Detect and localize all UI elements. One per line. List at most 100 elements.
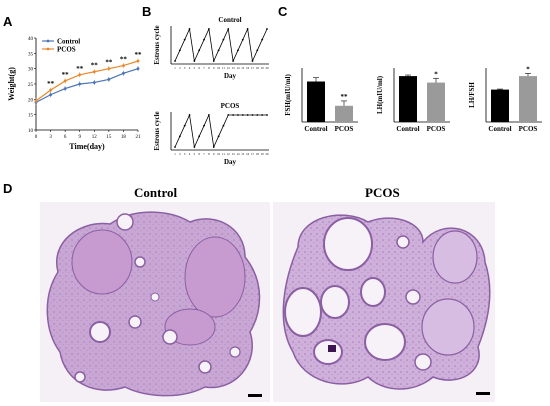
estrous-control-x-tick-label: 6: [198, 66, 200, 70]
estrous-control-point: [188, 28, 191, 30]
estrous-pcos-point: [174, 146, 176, 148]
weight-significance-mark: **: [120, 56, 128, 64]
estrous-control-title: Control: [218, 16, 241, 24]
estrous-pcos-title: PCOS: [221, 102, 240, 110]
estrous-control-x-tick-label: 12: [227, 66, 231, 70]
estrous-pcos-x-tick-label: 7: [203, 152, 205, 156]
estrous-control-point: [203, 38, 205, 41]
estrous-control-y-axis-label: Estrous cycle: [153, 25, 161, 64]
estrous-pcos-x-tick-label: 11: [222, 152, 225, 156]
estrous-pcos-y-axis-label: Estrous cycle: [153, 111, 161, 150]
lh-bar-chart: LH(mIU/ml) Control PCOS *: [376, 68, 450, 133]
weight-series-pcos-line: [35, 60, 139, 102]
estrous-pcos-point: [217, 135, 220, 138]
lh-y-axis-label: LH(mIU/ml): [376, 75, 384, 114]
weight-x-tick-label: 6: [64, 135, 67, 140]
estrous-control-point: [222, 38, 225, 41]
weight-legend-marker: [46, 47, 50, 51]
estrous-pcos-point: [203, 124, 205, 127]
estrous-control-point: [232, 60, 235, 62]
panel-label-a: A: [3, 14, 13, 29]
estrous-pcos-x-tick-label: 18: [256, 152, 260, 156]
estrous-control-x-axis-label: Day: [224, 72, 237, 80]
weight-chart: 10 15 20 25 30 35 40 0 3 6 9 12 15 18 21 Time(day) Weigh…: [7, 37, 143, 151]
estrous-pcos-point: [251, 114, 254, 116]
weight-legend-label: PCOS: [57, 46, 76, 54]
estrous-control-x-tick-label: 5: [194, 66, 196, 70]
fsh-y-axis-label: FSH(mIU/ml): [284, 74, 292, 116]
estrous-control-x-tick-label: 3: [184, 66, 186, 70]
weight-x-tick-label: 9: [78, 135, 81, 140]
control-scale-bar: [248, 394, 262, 397]
estrous-pcos-point: [178, 135, 181, 138]
estrous-control-x-tick-label: 15: [241, 66, 245, 70]
estrous-pcos-x-tick-label: 14: [236, 152, 240, 156]
weight-significance-mark: **: [135, 51, 143, 59]
estrous-pcos-point: [237, 114, 239, 116]
estrous-control-point: [241, 38, 244, 41]
estrous-pcos-x-tick-label: 17: [251, 152, 255, 156]
estrous-pcos-x-tick-label: 16: [246, 152, 250, 156]
weight-y-tick-label: 35: [28, 52, 34, 57]
fsh-significance-mark: **: [341, 93, 349, 101]
weight-y-tick-label: 15: [28, 114, 34, 119]
estrous-control-x-tick-label: 19: [261, 66, 265, 70]
weight-x-tick-label: 21: [136, 135, 142, 140]
estrous-pcos-point: [193, 146, 196, 148]
estrous-pcos-x-tick-label: 13: [232, 152, 236, 156]
estrous-control-line: [174, 27, 268, 63]
panel-label-d: D: [3, 181, 13, 196]
estrous-control-x-tick-label: 2: [179, 66, 181, 70]
estrous-pcos-line: [174, 113, 267, 149]
estrous-control-point: [227, 28, 230, 30]
histology-pcos-image: [273, 202, 495, 402]
estrous-control-x-tick-label: 1: [174, 66, 176, 70]
estrous-pcos-point: [198, 135, 201, 138]
panel-label-c: C: [278, 4, 288, 19]
estrous-pcos-x-tick-label: 6: [198, 152, 200, 156]
weight-legend-marker: [46, 39, 50, 43]
estrous-control-point: [256, 49, 259, 52]
lh-fsh-category-label: PCOS: [519, 125, 538, 133]
estrous-pcos-x-axis-label: Day: [224, 158, 237, 166]
estrous-control-point: [183, 38, 186, 41]
lh-bar: [427, 82, 445, 122]
estrous-pcos-x-tick-label: 12: [227, 152, 231, 156]
weight-y-tick-label: 20: [28, 98, 34, 103]
estrous-pcos-x-tick-label: 2: [179, 152, 181, 156]
estrous-pcos-point: [256, 114, 259, 116]
estrous-pcos-x-tick-label: 3: [184, 152, 186, 156]
estrous-pcos-point: [222, 124, 225, 127]
estrous-control-point: [261, 38, 264, 41]
estrous-pcos-point: [188, 114, 191, 116]
fsh-category-label: PCOS: [335, 125, 354, 133]
estrous-control-x-tick-label: 10: [217, 66, 221, 70]
estrous-control-point: [178, 49, 181, 52]
fsh-bar-chart: FSH(mIU/ml) Control PCOS **: [284, 68, 358, 133]
weight-legend-label: Control: [57, 38, 80, 46]
estrous-control-point: [207, 28, 210, 30]
weight-series-control-line: [35, 68, 139, 103]
weight-y-tick-label: 40: [28, 37, 34, 42]
estrous-control-x-tick-label: 18: [256, 66, 260, 70]
fsh-category-label: Control: [304, 125, 327, 133]
weight-x-axis-label: Time(day): [69, 142, 105, 151]
estrous-control-point: [246, 28, 249, 30]
estrous-pcos-point: [232, 114, 235, 116]
weight-y-tick-label: 25: [28, 83, 34, 88]
estrous-pcos-point: [212, 146, 215, 148]
estrous-pcos-point: [241, 114, 244, 116]
weight-x-tick-label: 15: [106, 135, 112, 140]
weight-y-axis-label: Weight(g): [7, 67, 16, 101]
weight-y-tick-label: 30: [28, 68, 34, 73]
estrous-pcos-x-tick-label: 1: [174, 152, 176, 156]
estrous-control-point: [174, 60, 176, 62]
estrous-pcos-point: [261, 114, 264, 116]
estrous-control-x-tick-label: 8: [208, 66, 210, 70]
weight-significance-mark: **: [105, 59, 113, 67]
pcos-scale-bar: [476, 392, 490, 395]
weight-significance-mark: **: [76, 65, 84, 73]
estrous-pcos-x-tick-label: 8: [208, 152, 210, 156]
lh-fsh-category-label: Control: [488, 125, 511, 133]
estrous-pcos-x-tick-label: 9: [213, 152, 215, 156]
